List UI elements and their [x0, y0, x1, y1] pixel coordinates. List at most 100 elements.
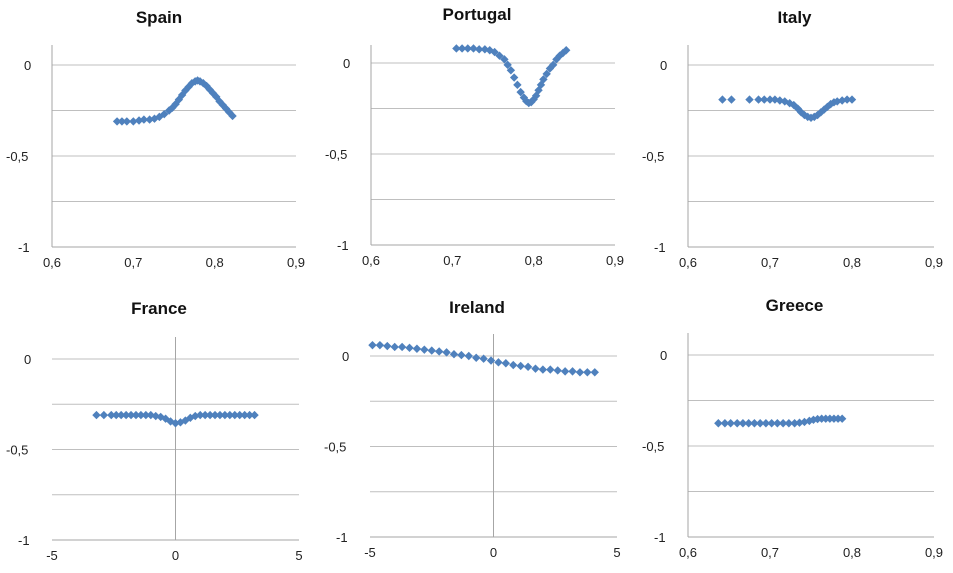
- data-point: [225, 410, 235, 420]
- data-point: [516, 87, 525, 97]
- data-point: [744, 419, 753, 428]
- y-tick-label: 0: [660, 348, 667, 363]
- data-point: [479, 354, 488, 363]
- y-tick-label: 0: [342, 349, 349, 364]
- data-point: [390, 342, 399, 352]
- data-point: [726, 419, 735, 428]
- y-tick-label: -0,5: [6, 149, 28, 164]
- chart-panel-italy: Italy 0 -0,5 -1 0,6 0,7 0,8 0,9: [636, 0, 953, 287]
- x-tick-label: 0,8: [843, 255, 861, 270]
- data-point: [245, 410, 254, 420]
- data-point: [122, 117, 132, 126]
- data-point: [813, 110, 822, 120]
- x-tick-label: 0: [490, 545, 497, 560]
- data-point: [250, 410, 259, 420]
- x-tick-label: 0: [172, 548, 179, 563]
- chart-title: France: [131, 299, 187, 318]
- x-tick-label: 0,7: [124, 255, 142, 270]
- data-point: [538, 365, 548, 374]
- data-point: [121, 410, 131, 420]
- data-point: [463, 44, 472, 53]
- data-point: [531, 364, 540, 373]
- data-point: [575, 368, 585, 377]
- chart-svg: 0 -0,5 -1 0,6 0,7 0,8 0,9: [6, 45, 305, 270]
- data-point: [228, 111, 237, 121]
- data-point: [99, 410, 109, 420]
- data-point: [745, 95, 754, 104]
- chart-svg: 0 -0,5 -1 0,6 0,7 0,8 0,9: [642, 45, 943, 270]
- chart-svg: 0 -0,5 -1 -5 0 5: [324, 334, 621, 560]
- y-tick-label: -1: [337, 238, 349, 253]
- data-point: [495, 51, 504, 60]
- x-tick-label: 5: [613, 545, 620, 560]
- chart-title: Greece: [765, 296, 824, 315]
- data-point: [427, 346, 436, 355]
- data-point: [501, 359, 511, 368]
- chart-title: Ireland: [449, 298, 505, 317]
- data-point: [116, 410, 126, 420]
- data-point: [727, 95, 736, 104]
- data-point: [457, 44, 467, 53]
- data-point: [718, 95, 727, 104]
- y-tick-label: -1: [654, 530, 666, 545]
- x-tick-label: 0,6: [43, 255, 61, 270]
- x-tick-label: 5: [295, 548, 302, 563]
- data-point: [215, 410, 225, 420]
- chart-svg: 0 -0,5 -1 -5 0 5: [6, 337, 303, 563]
- data-point: [558, 48, 568, 58]
- y-tick-label: 0: [660, 58, 667, 73]
- data-point: [778, 419, 788, 428]
- data-point: [240, 410, 249, 420]
- data-point: [92, 410, 101, 420]
- y-tick-label: -0,5: [324, 440, 346, 455]
- data-point: [472, 353, 481, 363]
- data-point: [397, 342, 407, 352]
- data-point: [129, 117, 138, 126]
- x-tick-label: 0,6: [679, 545, 697, 560]
- data-point: [117, 117, 127, 126]
- data-point: [131, 410, 141, 420]
- data-point: [205, 410, 215, 420]
- x-tick-label: 0,6: [362, 253, 380, 268]
- data-point: [375, 340, 385, 350]
- chart-panel-ireland: Ireland 0 -0,5 -1 -5 0 5: [318, 287, 636, 573]
- x-tick-label: 0,6: [679, 255, 697, 270]
- x-tick-label: -5: [46, 548, 58, 563]
- data-point: [793, 104, 803, 113]
- y-tick-label: -0,5: [325, 147, 347, 162]
- data-point: [546, 365, 555, 374]
- chart-panel-spain: Spain 0 -0,5 -1 0,6 0,7 0,8 0,9: [0, 0, 318, 287]
- data-point: [452, 44, 461, 53]
- data-point: [765, 95, 775, 104]
- data-point: [383, 341, 392, 351]
- chart-panel-greece: Greece 0 -0,5 -1 0,6 0,7 0,8 0,9: [636, 287, 953, 573]
- data-point: [177, 90, 187, 100]
- x-tick-label: 0,8: [525, 253, 543, 268]
- y-tick-label: -1: [336, 530, 348, 545]
- x-tick-label: 0,7: [761, 545, 779, 560]
- data-point: [434, 347, 444, 356]
- data-point: [176, 418, 185, 427]
- data-point: [552, 55, 561, 64]
- data-point: [166, 417, 175, 426]
- data-point: [503, 60, 512, 70]
- data-point: [773, 419, 782, 428]
- y-tick-label: 0: [24, 352, 31, 367]
- y-tick-label: -0,5: [6, 443, 28, 458]
- x-tick-label: 0,7: [761, 255, 779, 270]
- data-point: [171, 419, 180, 428]
- x-tick-label: 0,9: [287, 255, 305, 270]
- data-point: [590, 368, 599, 377]
- y-tick-label: -0,5: [642, 149, 664, 164]
- data-point: [225, 108, 234, 117]
- y-tick-label: -1: [18, 240, 30, 255]
- chart-title: Portugal: [442, 5, 512, 24]
- data-point: [200, 410, 210, 420]
- data-point: [516, 361, 525, 371]
- data-point: [139, 115, 149, 124]
- data-point: [420, 345, 429, 354]
- data-point: [560, 367, 570, 376]
- data-point: [196, 410, 205, 420]
- chart-title: Spain: [135, 8, 183, 27]
- data-point: [457, 350, 466, 360]
